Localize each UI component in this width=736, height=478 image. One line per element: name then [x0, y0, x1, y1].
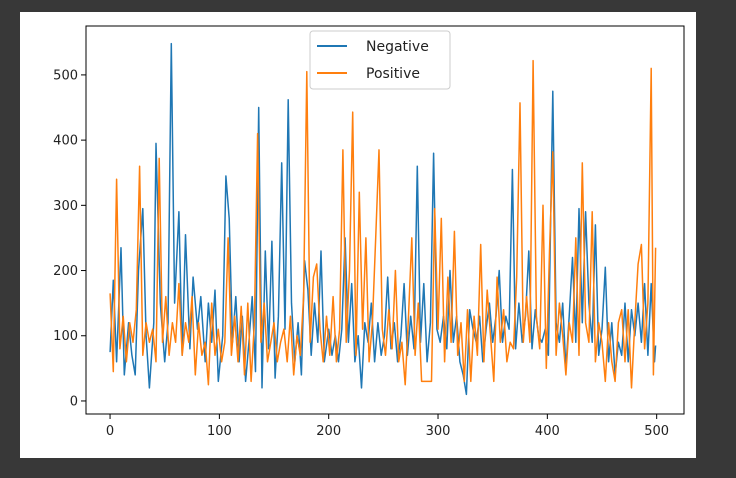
x-tick-label: 0 — [106, 424, 114, 439]
x-tick-label: 300 — [426, 424, 451, 439]
y-tick-label: 300 — [53, 199, 78, 214]
series-layer — [109, 42, 657, 396]
line-chart: 0 100 200 300 400 500 0 100 200 300 400 500 Negati… — [53, 25, 685, 439]
x-tick-label: 500 — [644, 424, 669, 439]
series-line-positive — [109, 59, 657, 389]
y-tick-label: 500 — [53, 68, 78, 83]
y-tick-label: 400 — [53, 134, 78, 149]
x-tick-label: 100 — [207, 424, 232, 439]
y-tick-label: 100 — [53, 329, 78, 344]
x-tick-label: 400 — [535, 424, 560, 439]
x-tick-label: 200 — [316, 424, 341, 439]
y-tick-label: 200 — [53, 264, 78, 279]
y-tick-label: 0 — [70, 394, 78, 409]
chart-figure: 0 100 200 300 400 500 0 100 200 300 400 500 Negati… — [20, 12, 696, 458]
y-axis: 0 100 200 300 400 500 — [53, 68, 86, 409]
legend-label-negative: Negative — [366, 39, 429, 55]
legend: Negative Positive — [309, 30, 451, 90]
x-axis: 0 100 200 300 400 500 — [106, 414, 669, 439]
legend-label-positive: Positive — [366, 66, 420, 82]
